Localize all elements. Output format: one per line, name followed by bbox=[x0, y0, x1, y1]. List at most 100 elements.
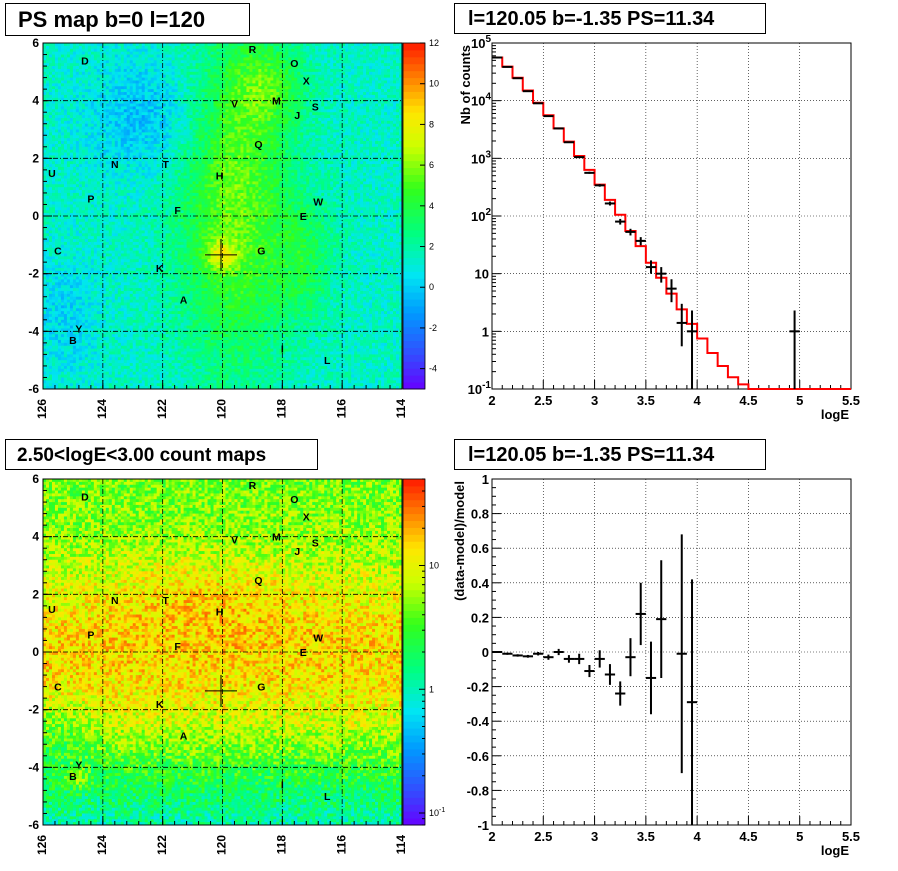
ps-colorbar-tick-label: -2 bbox=[429, 323, 437, 333]
count-colorbar-band bbox=[403, 762, 425, 771]
residual-y-tick-label: 0.8 bbox=[471, 507, 489, 522]
count-colorbar-band bbox=[403, 603, 425, 611]
ps-colorbar-band bbox=[403, 84, 425, 92]
count-colorbar-band bbox=[403, 492, 425, 501]
ps-colorbar-band bbox=[403, 70, 425, 79]
ps-colorbar-band bbox=[403, 312, 425, 321]
count-x-tick-label: 118 bbox=[275, 835, 289, 855]
ps-colorbar-band bbox=[403, 222, 425, 231]
ps-colorbar-band bbox=[403, 292, 425, 300]
count-colorbar-band bbox=[403, 686, 425, 695]
count-colorbar-band bbox=[403, 658, 425, 667]
source-label-d: D bbox=[81, 55, 89, 67]
ps-colorbar-band bbox=[403, 361, 425, 369]
ps-colorbar-band bbox=[403, 112, 425, 120]
spectrum-x-tick-label: 2 bbox=[488, 393, 495, 408]
ps-colorbar-band bbox=[403, 285, 425, 293]
ps-colorbar-band bbox=[403, 63, 425, 72]
count-colorbar-tick-label: 10 bbox=[429, 561, 439, 571]
ps-colorbar-band bbox=[403, 305, 425, 314]
source-label-r: R bbox=[249, 480, 257, 492]
source-label-u: U bbox=[48, 168, 56, 180]
count-colorbar-band bbox=[403, 797, 425, 805]
source-label-g: G bbox=[257, 246, 265, 258]
count-colorbar-band bbox=[403, 562, 425, 570]
count-colorbar-band bbox=[403, 665, 425, 674]
count-x-tick-label: 122 bbox=[155, 835, 169, 855]
spectrum-y-tick-label: 104 bbox=[471, 92, 491, 109]
source-label-y: Y bbox=[75, 323, 82, 335]
source-label-e: E bbox=[300, 211, 307, 223]
count-y-tick-label: 4 bbox=[32, 530, 39, 544]
source-label-h: H bbox=[216, 171, 224, 183]
ps-colorbar-tick-label: 8 bbox=[429, 119, 434, 129]
count-colorbar-band bbox=[403, 741, 425, 750]
ps-colorbar-tick-label: 12 bbox=[429, 38, 439, 48]
count-colorbar-band bbox=[403, 811, 425, 819]
source-label-i: I bbox=[281, 780, 284, 792]
count-colorbar-band bbox=[403, 776, 425, 784]
ps-colorbar-band bbox=[403, 340, 425, 348]
residual-x-tick-label: 5.5 bbox=[842, 829, 860, 844]
count-colorbar-band bbox=[403, 568, 425, 577]
ps-colorbar-tick-label: 6 bbox=[429, 160, 434, 170]
ps-colorbar-band bbox=[403, 43, 425, 51]
ps-colorbar-band bbox=[403, 354, 425, 362]
ps-colorbar-band bbox=[403, 49, 425, 58]
count-map-cells bbox=[43, 479, 403, 826]
spectrum-y-tick-label: 103 bbox=[471, 149, 491, 166]
source-label-s: S bbox=[312, 537, 319, 549]
residual-y-tick-label: 0.6 bbox=[471, 541, 489, 556]
count-y-tick-label: 0 bbox=[32, 645, 39, 659]
ps-colorbar-band bbox=[403, 257, 425, 265]
ps-map-cells bbox=[43, 43, 403, 390]
ps-colorbar-band bbox=[403, 188, 425, 196]
count-colorbar-band bbox=[403, 527, 425, 535]
source-label-n: N bbox=[111, 159, 119, 171]
spectrum-plot[interactable]: 2 2.5 3 3.5 4 4.5 5 5.510-1110102103104105logEN… bbox=[449, 0, 898, 436]
count-colorbar-band bbox=[403, 541, 425, 549]
count-colorbar-tick-label: 10-1 bbox=[429, 807, 445, 818]
ps-x-tick-label: 124 bbox=[95, 399, 109, 419]
source-label-x: X bbox=[303, 511, 310, 523]
count-x-tick-label: 114 bbox=[394, 835, 408, 855]
source-label-u: U bbox=[48, 604, 56, 616]
ps-colorbar-band bbox=[403, 202, 425, 210]
count-colorbar-band bbox=[403, 638, 425, 646]
residual-y-tick-label: -0.4 bbox=[467, 714, 490, 729]
spectrum-model-line bbox=[492, 56, 851, 390]
source-label-v: V bbox=[231, 99, 238, 111]
residual-y-tick-label: 0.2 bbox=[471, 610, 489, 625]
ps-colorbar-band bbox=[403, 333, 425, 342]
source-label-q: Q bbox=[254, 139, 262, 151]
ps-colorbar-band bbox=[403, 299, 425, 307]
ps-y-tick-label: 2 bbox=[32, 151, 39, 165]
spectrum-y-tick-label: 102 bbox=[471, 207, 491, 224]
count-colorbar-band bbox=[403, 610, 425, 618]
count-map-plot[interactable]: 126 124 122 120 118 116 114 -6 -4 -2 0 2 4 6 D R OX V M SJ Q… bbox=[0, 436, 449, 871]
ps-colorbar-band bbox=[403, 153, 425, 162]
ps-y-tick-label: -4 bbox=[28, 324, 39, 338]
count-y-tick-label: 2 bbox=[32, 587, 39, 601]
count-colorbar-band bbox=[403, 707, 425, 715]
ps-colorbar-band bbox=[403, 216, 425, 224]
residual-y-tick-label: -0.8 bbox=[467, 783, 489, 798]
ps-colorbar-tick-label: -4 bbox=[429, 364, 437, 374]
count-colorbar-band bbox=[403, 818, 425, 826]
count-map-title: 2.50<logE<3.00 count maps bbox=[5, 439, 318, 470]
ps-colorbar-band bbox=[403, 250, 425, 259]
spectrum-x-tick-label: 4 bbox=[694, 393, 702, 408]
count-colorbar-band bbox=[403, 679, 425, 688]
ps-colorbar-band bbox=[403, 181, 425, 189]
residual-plot[interactable]: 2 2.5 3 3.5 4 4.5 5 5.5 -1 -0.8 -0.6 -0.4 -0.2 0 0.2 0.… bbox=[449, 436, 898, 871]
count-colorbar-band bbox=[403, 589, 425, 598]
ps-colorbar-frame bbox=[402, 42, 426, 390]
ps-colorbar-tick-label: 4 bbox=[429, 201, 434, 211]
count-colorbar-band bbox=[403, 548, 425, 556]
count-y-tick-label: -6 bbox=[28, 818, 39, 832]
count-colorbar-band bbox=[403, 652, 425, 660]
ps-colorbar-band bbox=[403, 119, 425, 127]
source-label-m: M bbox=[272, 96, 281, 108]
count-colorbar-band bbox=[403, 728, 425, 736]
